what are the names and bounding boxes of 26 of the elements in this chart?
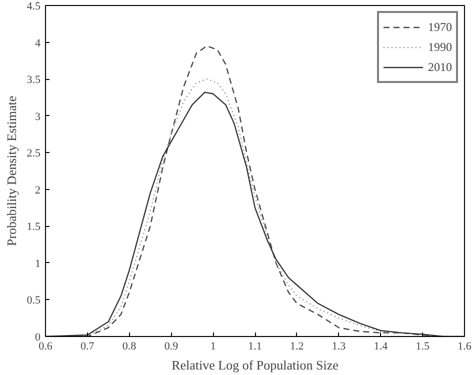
y-tick-label: 1.5	[26, 221, 41, 234]
y-tick-label: 0	[35, 332, 41, 344]
y-tick-label: 0.5	[26, 294, 41, 307]
legend-label: 1970	[428, 20, 452, 34]
x-tick-label: 1.6	[458, 340, 472, 352]
x-tick-label: 0.6	[38, 340, 53, 352]
y-tick-label: 2.5	[26, 148, 41, 160]
legend-label: 1990	[428, 40, 452, 54]
y-tick-label: 3	[35, 110, 41, 123]
x-tick-label: 0.8	[122, 340, 137, 352]
x-tick-label: 1.1	[248, 340, 262, 352]
y-tick-label: 3.5	[26, 74, 41, 86]
x-tick-label: 0.9	[164, 340, 179, 352]
x-tick-label: 1.4	[374, 340, 388, 352]
x-axis-title: Relative Log of Population Size	[172, 358, 339, 372]
y-tick-label: 2	[35, 184, 40, 196]
y-tick-label: 4	[35, 37, 41, 50]
x-tick-label: 1	[210, 340, 216, 352]
y-tick-label: 1	[35, 258, 40, 270]
x-tick-label: 1.2	[290, 340, 304, 352]
x-tick-label: 1.3	[332, 340, 346, 352]
legend-label: 2010	[428, 60, 452, 74]
x-tick-label: 1.5	[416, 340, 430, 352]
x-tick-label: 0.7	[80, 340, 95, 352]
y-tick-label: 4.5	[26, 0, 41, 12]
y-axis-title: Probability Density Estimate	[4, 96, 19, 246]
